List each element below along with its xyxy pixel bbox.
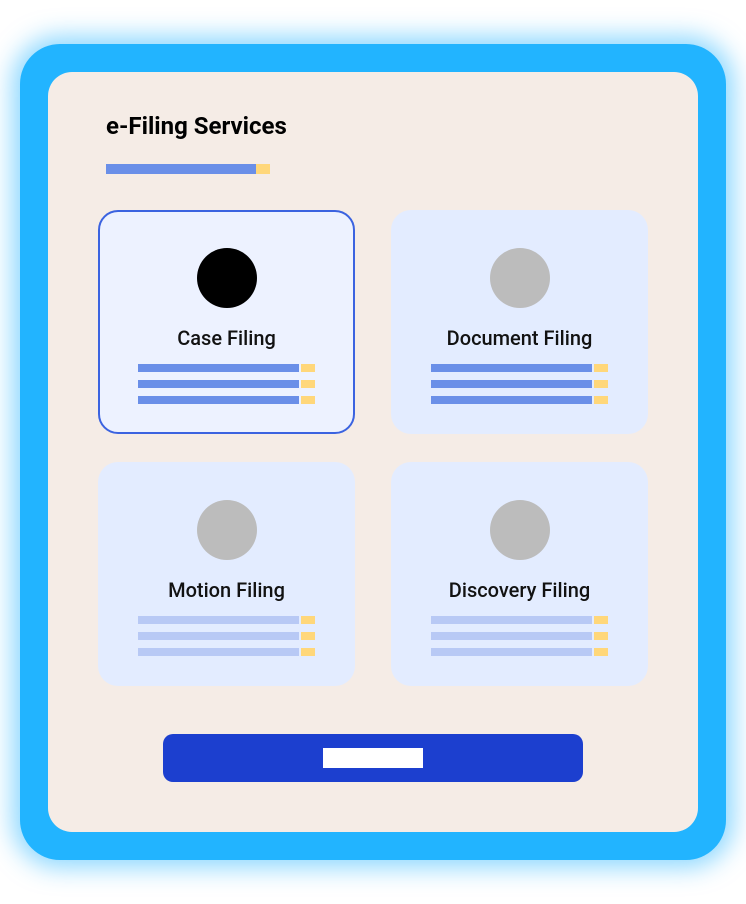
line-item [138, 364, 315, 372]
card-title: Discovery Filing [449, 578, 590, 602]
line-item [431, 364, 608, 372]
line-item [138, 380, 315, 388]
submit-button[interactable] [163, 734, 583, 782]
card-title: Motion Filing [168, 578, 285, 602]
card-title: Case Filing [177, 326, 276, 350]
avatar-icon [197, 248, 257, 308]
progress-bar [106, 164, 276, 174]
avatar-icon [490, 500, 550, 560]
line-item [431, 380, 608, 388]
progress-fill [106, 164, 256, 174]
card-lines [128, 616, 325, 656]
outer-frame: e-Filing Services Case Filing Document F… [20, 44, 726, 860]
card-document-filing[interactable]: Document Filing [391, 210, 648, 434]
button-label-placeholder [323, 748, 423, 768]
card-lines [421, 616, 618, 656]
services-grid: Case Filing Document Filing Motion [98, 210, 648, 686]
services-panel: e-Filing Services Case Filing Document F… [48, 72, 698, 832]
card-case-filing[interactable]: Case Filing [98, 210, 355, 434]
card-lines [421, 364, 618, 404]
line-item [431, 632, 608, 640]
avatar-icon [490, 248, 550, 308]
line-item [431, 616, 608, 624]
line-item [138, 648, 315, 656]
line-item [138, 632, 315, 640]
page-title: e-Filing Services [106, 112, 648, 140]
card-title: Document Filing [447, 326, 593, 350]
card-motion-filing[interactable]: Motion Filing [98, 462, 355, 686]
line-item [431, 648, 608, 656]
card-lines [128, 364, 325, 404]
line-item [431, 396, 608, 404]
line-item [138, 616, 315, 624]
avatar-icon [197, 500, 257, 560]
progress-cap [256, 164, 270, 174]
line-item [138, 396, 315, 404]
card-discovery-filing[interactable]: Discovery Filing [391, 462, 648, 686]
